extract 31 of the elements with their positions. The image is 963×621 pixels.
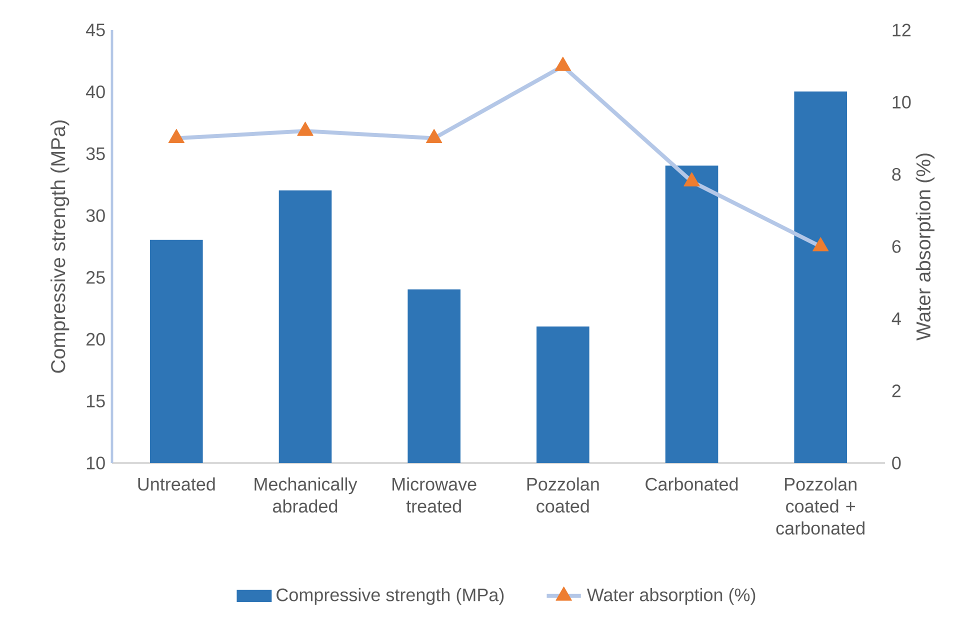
y-tick-label: 10 xyxy=(86,456,105,470)
point xyxy=(297,122,314,136)
y-tick-label: 15 xyxy=(86,394,105,408)
y-tick-label: 25 xyxy=(86,271,105,284)
point xyxy=(684,172,700,186)
x-tick-label: Untreated xyxy=(138,477,215,491)
y2-tick-label: 8 xyxy=(892,168,901,181)
y2-tick-label: 4 xyxy=(892,312,901,325)
legend-label: Water absorption (%) xyxy=(586,588,756,605)
y2-tick-label: 10 xyxy=(892,96,911,109)
point xyxy=(554,56,572,71)
point xyxy=(426,128,442,144)
y-tick-label: 30 xyxy=(86,209,105,222)
x-tick-label: Pozzolan coated xyxy=(527,477,599,513)
x-tick-label: Mechanically abraded xyxy=(254,477,358,513)
y-tick-label: 20 xyxy=(86,332,105,346)
y2-tick-label: 6 xyxy=(892,240,901,253)
x-tick-label: Microwave treated xyxy=(392,477,476,513)
y2-tick-label: 2 xyxy=(892,384,901,398)
y-tick-label: 40 xyxy=(86,85,105,98)
point xyxy=(812,237,829,252)
y-tick-label: 35 xyxy=(86,147,105,160)
y2-axis-title: Water absorption (%) xyxy=(916,154,934,341)
y-axis-title: Compressive strength (MPa) xyxy=(50,120,70,373)
legend-label: Compressive strength (MPa) xyxy=(276,588,504,605)
point xyxy=(168,128,185,144)
x-tick-label: Carbonated xyxy=(646,477,738,491)
y2-tick-label: 0 xyxy=(892,456,901,470)
y-tick-label: 45 xyxy=(86,24,105,36)
x-tick-label: Pozzolan coated + carbonated xyxy=(776,477,864,535)
y2-tick-label: 12 xyxy=(892,24,911,36)
